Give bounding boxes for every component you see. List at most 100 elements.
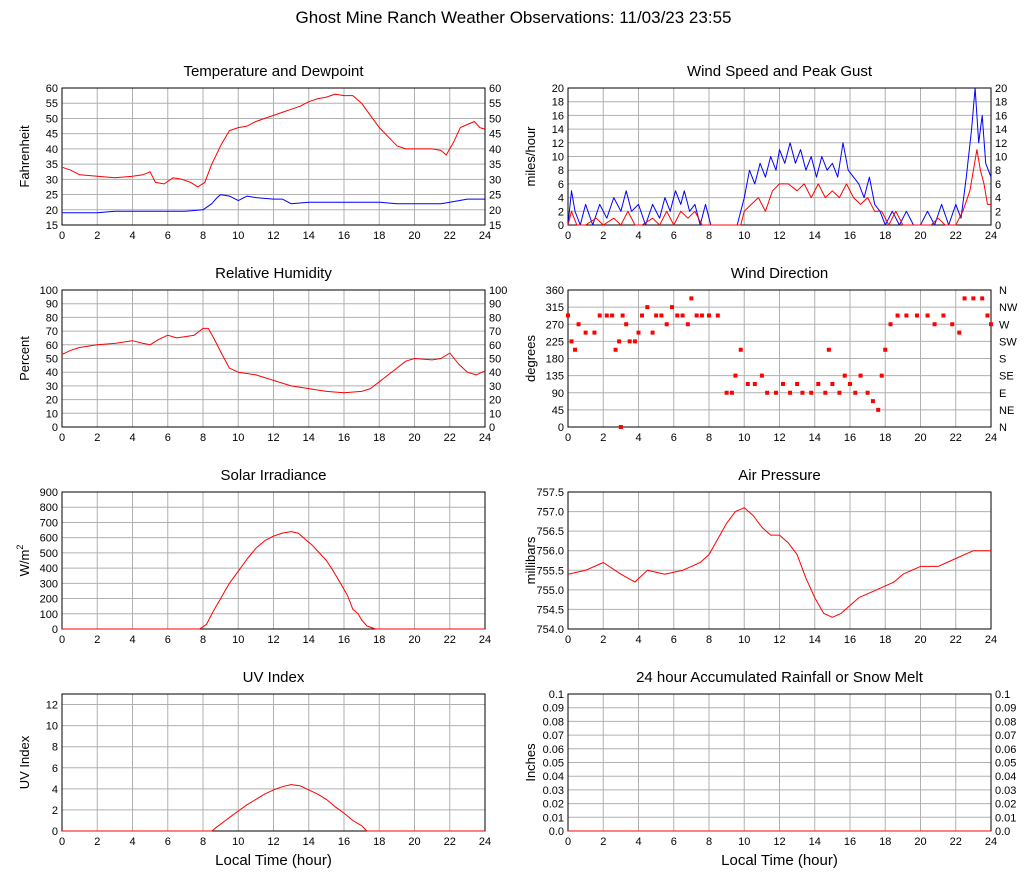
rainfall-ytick-label: 0.04 bbox=[543, 771, 564, 783]
uv-xtick-label: 6 bbox=[165, 836, 171, 848]
humidity-xtick-label: 12 bbox=[267, 432, 279, 444]
wind-direction-ytick-label: 360 bbox=[546, 285, 564, 297]
uv-ylabel: UV Index bbox=[17, 735, 32, 789]
wind-speed-xtick-label: 10 bbox=[738, 230, 750, 242]
uv-xtick-label: 24 bbox=[479, 836, 491, 848]
rainfall-xtick-label: 2 bbox=[600, 836, 606, 848]
uv-ytick-label: 6 bbox=[52, 763, 58, 775]
temperature-plot-frame bbox=[61, 87, 486, 226]
rainfall-ytick-label-right: 0.1 bbox=[995, 689, 1010, 701]
wind-direction-point bbox=[583, 330, 588, 335]
wind-direction-point bbox=[664, 322, 669, 327]
wind-direction-ytick-label: 90 bbox=[552, 388, 564, 400]
solar-xtick-label: 8 bbox=[200, 634, 206, 646]
solar-xtick-label: 10 bbox=[232, 634, 244, 646]
rainfall-xtick-label: 8 bbox=[706, 836, 712, 848]
wind-direction-compass-label: SE bbox=[999, 371, 1014, 383]
wind-speed-ytick-label: 10 bbox=[552, 152, 564, 164]
solar-xtick-label: 14 bbox=[303, 634, 315, 646]
wind-speed-ytick-label-right: 14 bbox=[995, 124, 1007, 136]
humidity-ytick-label: 30 bbox=[46, 381, 58, 393]
rainfall-xtick-label: 20 bbox=[914, 836, 926, 848]
wind-direction-compass-label: S bbox=[999, 354, 1006, 366]
wind-direction-compass-label: N bbox=[999, 285, 1007, 297]
rainfall-ytick-label-right: 0.0 bbox=[995, 826, 1010, 838]
solar-title: Solar Irradiance bbox=[221, 467, 327, 484]
pressure-ytick-label: 755.5 bbox=[536, 565, 564, 577]
temperature-xtick-label: 4 bbox=[129, 230, 135, 242]
uv-title: UV Index bbox=[243, 669, 305, 686]
pressure-xtick-label: 22 bbox=[950, 634, 962, 646]
temperature-xtick-label: 14 bbox=[303, 230, 315, 242]
wind-speed-xtick-label: 16 bbox=[844, 230, 856, 242]
wind-speed-ytick-label: 14 bbox=[552, 124, 564, 136]
temperature-ytick-label-right: 40 bbox=[489, 144, 501, 156]
wind-direction-point bbox=[879, 373, 884, 378]
temperature-title: Temperature and Dewpoint bbox=[183, 63, 364, 80]
rainfall-xtick-label: 22 bbox=[950, 836, 962, 848]
temperature-ytick-label: 40 bbox=[46, 144, 58, 156]
wind-direction-point bbox=[883, 347, 888, 352]
wind-direction-ytick-label: 135 bbox=[546, 371, 564, 383]
wind-direction-point bbox=[675, 313, 680, 318]
temperature-ytick-label-right: 45 bbox=[489, 129, 501, 141]
pressure-xtick-label: 24 bbox=[985, 634, 997, 646]
pressure-ytick-label: 754.0 bbox=[536, 624, 564, 636]
humidity-xtick-label: 6 bbox=[165, 432, 171, 444]
rainfall-ytick-label: 0.09 bbox=[543, 703, 564, 715]
wind-direction-point bbox=[759, 373, 764, 378]
humidity-ytick-label: 100 bbox=[40, 285, 58, 297]
wind-direction-point bbox=[989, 322, 993, 327]
wind-direction-point bbox=[604, 313, 609, 318]
wind-direction-compass-label: E bbox=[999, 388, 1006, 400]
temperature-ytick-label-right: 30 bbox=[489, 174, 501, 186]
wind-speed-ytick-label: 2 bbox=[558, 206, 564, 218]
humidity-xtick-label: 8 bbox=[200, 432, 206, 444]
temperature-ytick-label: 20 bbox=[46, 205, 58, 217]
rainfall-ytick-label-right: 0.07 bbox=[995, 730, 1016, 742]
solar-xtick-label: 4 bbox=[129, 634, 135, 646]
wind-direction-point bbox=[733, 373, 738, 378]
pressure-xtick-label: 2 bbox=[600, 634, 606, 646]
temperature-xtick-label: 6 bbox=[165, 230, 171, 242]
rainfall-ylabel: Inches bbox=[523, 743, 538, 782]
wind-direction-point bbox=[680, 313, 685, 318]
humidity-ytick-label-right: 10 bbox=[489, 408, 501, 420]
wind-speed-ytick-label: 8 bbox=[558, 165, 564, 177]
humidity-ytick-label-right: 50 bbox=[489, 354, 501, 366]
wind-direction-point bbox=[659, 313, 664, 318]
uv-xtick-label: 16 bbox=[338, 836, 350, 848]
wind-direction-point bbox=[888, 322, 893, 327]
wind-direction-ytick-label: 270 bbox=[546, 319, 564, 331]
humidity-ytick-label-right: 0 bbox=[489, 422, 495, 434]
wind-speed-xtick-label: 6 bbox=[671, 230, 677, 242]
rainfall-ytick-label-right: 0.06 bbox=[995, 744, 1016, 756]
wind-speed-title: Wind Speed and Peak Gust bbox=[687, 63, 873, 80]
temperature-ytick-label: 15 bbox=[46, 220, 58, 232]
pressure-xtick-label: 8 bbox=[706, 634, 712, 646]
wind-direction-point bbox=[729, 390, 734, 395]
wind-speed-ytick-label: 18 bbox=[552, 97, 564, 109]
wind-direction-point bbox=[640, 313, 645, 318]
humidity-ytick-label-right: 80 bbox=[489, 312, 501, 324]
wind-direction-point bbox=[830, 381, 835, 386]
wind-speed-xtick-label: 12 bbox=[773, 230, 785, 242]
humidity-ytick-label: 40 bbox=[46, 367, 58, 379]
temperature-ytick-label: 55 bbox=[46, 98, 58, 110]
rainfall-ytick-label: 0.06 bbox=[543, 744, 564, 756]
pressure-ytick-label: 756.5 bbox=[536, 526, 564, 538]
rainfall-ytick-label: 0.05 bbox=[543, 758, 564, 770]
uv-series-line-0 bbox=[62, 784, 485, 832]
wind-speed-xtick-label: 8 bbox=[706, 230, 712, 242]
solar-xtick-label: 0 bbox=[59, 634, 65, 646]
solar-xtick-label: 24 bbox=[479, 634, 491, 646]
uv-ytick-label: 2 bbox=[52, 805, 58, 817]
wind-direction-point bbox=[858, 373, 863, 378]
wind-direction-point bbox=[914, 313, 919, 318]
wind-direction-point bbox=[624, 322, 629, 327]
wind-direction-compass-label: W bbox=[999, 319, 1010, 331]
humidity-ytick-label-right: 100 bbox=[489, 285, 507, 297]
temperature-xtick-label: 2 bbox=[94, 230, 100, 242]
